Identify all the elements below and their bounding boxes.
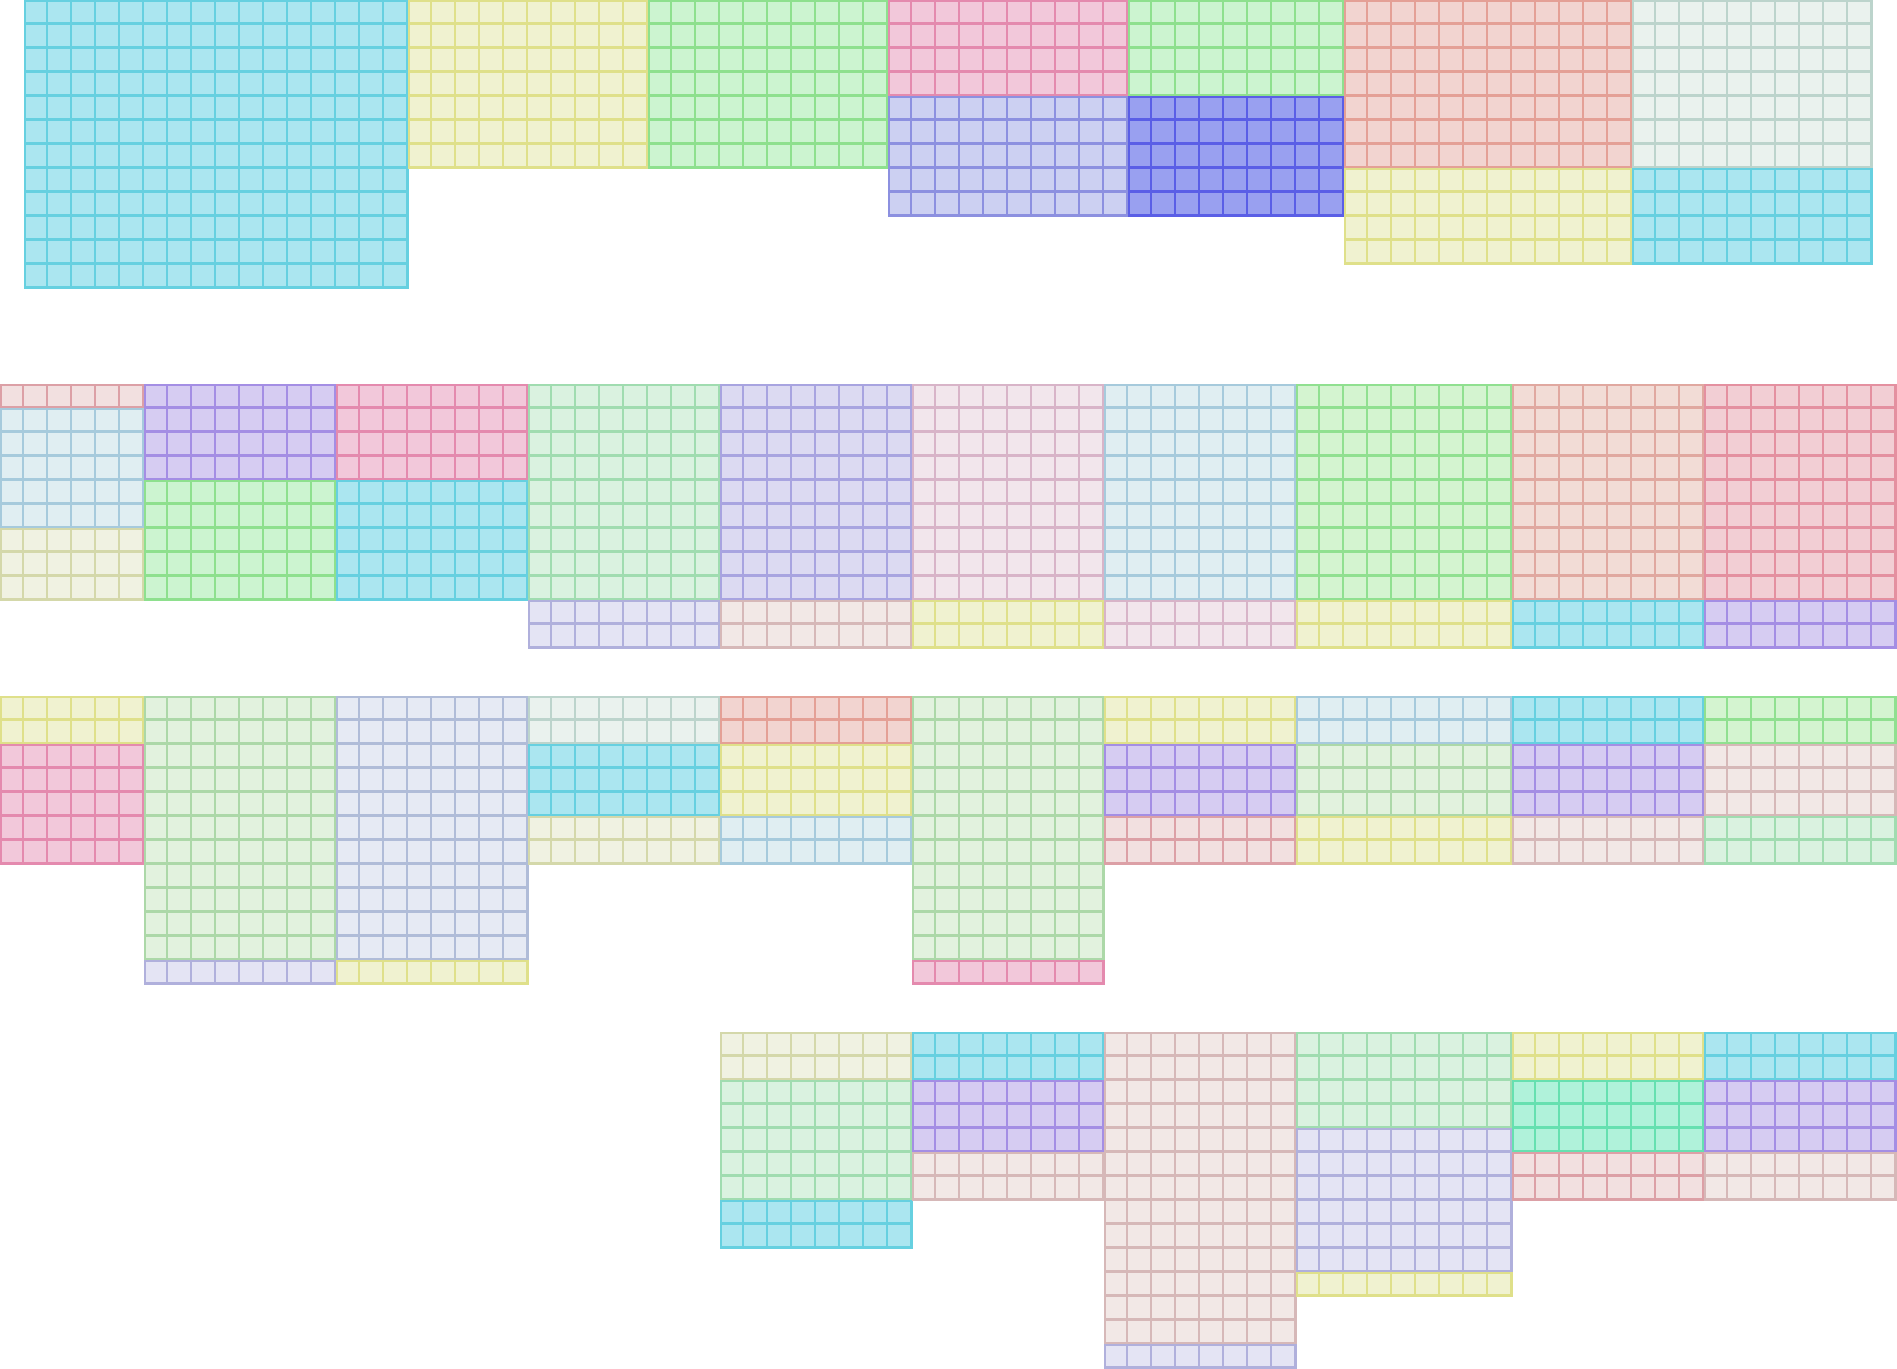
grid-block-paleblue	[336, 696, 529, 961]
grid-block-palerose	[1512, 1152, 1705, 1201]
grid-block-yellow	[1104, 696, 1297, 745]
grid-block-salmon	[720, 696, 913, 745]
grid-block-palelavender	[528, 600, 721, 649]
grid-block-palepink	[1104, 600, 1297, 649]
grid-block-yellow	[912, 600, 1105, 649]
grid-block-purple	[1512, 744, 1705, 817]
grid-block-lightblue	[1104, 384, 1297, 601]
grid-block-cyan	[528, 744, 721, 817]
grid-block-yellow	[720, 744, 913, 817]
grid-block-palerose	[0, 384, 145, 409]
grid-block-palelavender	[1296, 1128, 1513, 1273]
grid-block-palesalmon	[912, 1152, 1105, 1201]
grid-block-lightblue	[720, 816, 913, 865]
grid-block-yellow	[1344, 168, 1633, 265]
grid-block-mint	[720, 1080, 913, 1201]
grid-block-mint	[1704, 816, 1897, 865]
grid-block-pink	[336, 384, 529, 481]
grid-block-redpink	[1704, 384, 1897, 601]
grid-block-lavender	[720, 384, 913, 601]
grid-block-purple	[912, 1080, 1105, 1153]
grid-block-purple	[1704, 600, 1897, 649]
grid-block-teal	[1512, 1080, 1705, 1153]
grid-block-purple	[144, 384, 337, 481]
grid-block-pink	[888, 0, 1129, 97]
grid-block-lightgreen	[1704, 696, 1897, 745]
grid-block-cyan	[1512, 696, 1705, 745]
grid-block-yellow	[408, 0, 649, 169]
grid-block-lightblue	[1296, 696, 1513, 745]
grid-block-palepink	[912, 384, 1105, 601]
grid-block-yellow	[1512, 1032, 1705, 1081]
grid-block-paleyellow	[720, 1032, 913, 1081]
grid-block-paleyellow	[528, 816, 721, 865]
grid-block-cyan	[720, 1200, 913, 1249]
grid-block-cyan	[1704, 1032, 1897, 1081]
grid-block-paleyellow	[0, 528, 145, 601]
grid-block-yellow	[1296, 600, 1513, 649]
grid-block-purple	[1704, 1080, 1897, 1153]
grid-block-yellow	[0, 696, 145, 745]
grid-block-cyan	[24, 0, 409, 289]
grid-block-salmon	[1344, 0, 1633, 169]
grid-block-mint	[528, 384, 721, 601]
grid-block-palesalmon	[720, 600, 913, 649]
grid-block-lightgreen	[1296, 384, 1513, 601]
grid-block-pink	[0, 744, 145, 865]
grid-block-blue	[1128, 96, 1345, 217]
grid-block-cyan	[912, 1032, 1105, 1081]
grid-block-palesalmon	[1512, 816, 1705, 865]
grid-block-palesalmon	[1104, 1032, 1297, 1345]
grid-block-yellow	[336, 960, 529, 985]
grid-block-pink	[912, 960, 1105, 985]
grid-block-palerose	[1104, 816, 1297, 865]
grid-block-palegreen	[144, 696, 337, 961]
grid-block-palegreen	[912, 696, 1105, 961]
grid-block-lightblue	[0, 408, 145, 529]
grid-block-peach	[1512, 384, 1705, 601]
grid-block-palelavender	[1104, 1344, 1297, 1369]
grid-block-cyan	[1632, 168, 1873, 265]
grid-block-periwinkle	[888, 96, 1129, 217]
grid-block-palesalmon	[1704, 744, 1897, 817]
grid-block-palesalmon	[1704, 1152, 1897, 1201]
grid-block-green	[1128, 0, 1345, 97]
grid-block-greymint	[1632, 0, 1873, 169]
grid-block-palelavender	[144, 960, 337, 985]
grid-block-mint	[1296, 1032, 1513, 1129]
grid-block-greymint	[528, 696, 721, 745]
grid-block-purple	[1104, 744, 1297, 817]
grid-block-yellow	[1296, 816, 1513, 865]
grid-block-cyan	[1512, 600, 1705, 649]
grid-block-green	[648, 0, 889, 169]
grid-block-cyan	[336, 480, 529, 601]
grid-block-palegreen	[1296, 744, 1513, 817]
grid-block-yellow	[1296, 1272, 1513, 1297]
grid-block-green	[144, 480, 337, 601]
